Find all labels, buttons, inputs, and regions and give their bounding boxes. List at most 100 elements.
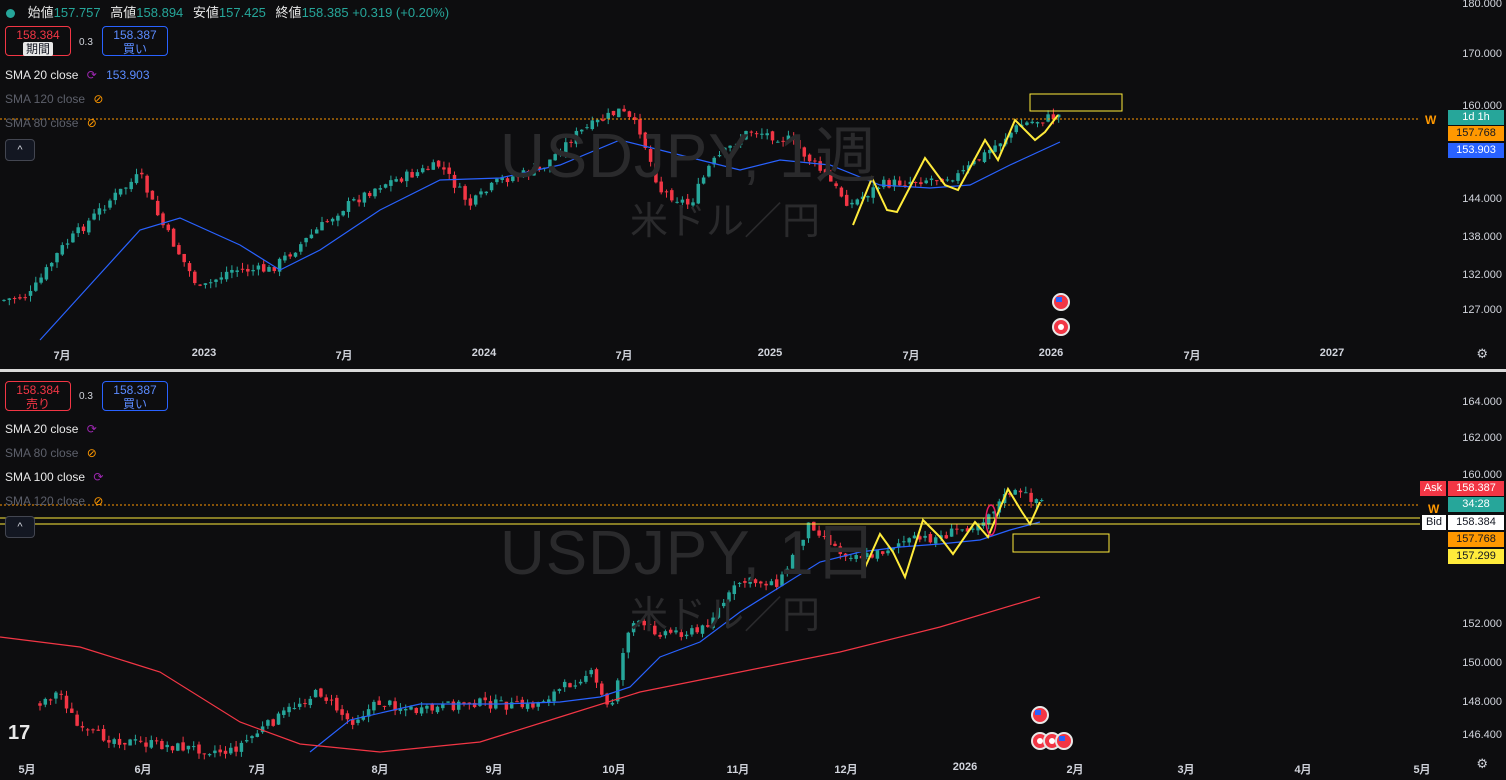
- candle-body: [367, 192, 372, 197]
- indicator-sma100[interactable]: SMA 100 close ⟳: [5, 470, 103, 484]
- buy-price: 158.387: [113, 383, 157, 397]
- indicator-sma80[interactable]: SMA 80 close ⊘: [5, 116, 97, 130]
- time-tick: 6月: [134, 764, 152, 776]
- candle-body: [166, 224, 171, 231]
- candle-body: [456, 701, 461, 710]
- ohlc-legend: 始値157.757 高値158.894 安値157.425 終値158.385 …: [6, 2, 449, 21]
- weekly-chart-pane[interactable]: USDJPY, 1週 米ドル／円 始値157.757 高値158.894 安値1…: [0, 0, 1506, 370]
- hidden-eye-icon[interactable]: ⊘: [86, 446, 97, 460]
- tradingview-logo-icon[interactable]: 17: [8, 722, 31, 744]
- candle-body: [458, 186, 462, 188]
- candle-body: [880, 551, 885, 554]
- sell-button[interactable]: 158.384 期間: [5, 26, 71, 56]
- candle-body: [362, 192, 367, 203]
- candle-body: [774, 579, 779, 587]
- candle-body: [483, 697, 487, 701]
- candle-body: [70, 708, 74, 713]
- refresh-icon[interactable]: ⟳: [86, 68, 97, 82]
- settings-gear-icon[interactable]: ⚙: [1476, 756, 1488, 771]
- candle-body: [145, 175, 149, 193]
- buy-button[interactable]: 158.387 買い: [102, 381, 168, 411]
- candle-body: [373, 188, 377, 197]
- refresh-icon[interactable]: ⟳: [86, 422, 97, 436]
- candle-body: [574, 130, 579, 144]
- candle-body: [992, 511, 996, 514]
- candle-body: [997, 501, 1002, 513]
- daily-chart-pane[interactable]: USDJPY, 1日 米ドル／円 158.384 売り 0.3 158.387 …: [0, 372, 1506, 780]
- bid-tag: Bid: [1422, 515, 1446, 530]
- candle-body: [850, 202, 854, 205]
- highlight-ellipse: [985, 504, 997, 536]
- candle-body: [632, 117, 637, 120]
- us-flag-event-icon[interactable]: [1055, 732, 1073, 750]
- candle-body: [366, 709, 371, 717]
- candle-body: [415, 172, 420, 177]
- candle-body: [949, 528, 954, 537]
- candle-body: [447, 167, 451, 174]
- low-value: 157.425: [218, 5, 266, 20]
- candle-body: [744, 130, 748, 140]
- candle-body: [738, 139, 743, 145]
- candle-body: [781, 140, 785, 142]
- candle-body: [822, 535, 827, 537]
- candle-body: [314, 229, 319, 234]
- bar-timer-label: 1d 1h: [1448, 110, 1504, 125]
- candle-body: [118, 188, 123, 195]
- pane-divider[interactable]: [0, 369, 1506, 372]
- candle-body: [350, 719, 355, 725]
- indicator-label: SMA 20 close: [5, 68, 79, 82]
- hidden-eye-icon[interactable]: ⊘: [93, 494, 104, 508]
- time-tick: 4月: [1294, 764, 1312, 776]
- indicator-sma120[interactable]: SMA 120 close ⊘: [5, 494, 103, 508]
- economic-event-icon[interactable]: [1052, 318, 1070, 336]
- time-tick: 7月: [902, 350, 920, 362]
- refresh-icon[interactable]: ⟳: [93, 470, 104, 484]
- candle-body: [532, 167, 536, 176]
- indicator-sma120[interactable]: SMA 120 close ⊘: [5, 92, 103, 106]
- candle-body: [717, 155, 722, 157]
- indicator-value: 153.903: [106, 68, 150, 82]
- collapse-legend-button[interactable]: ^: [5, 139, 35, 161]
- candle-body: [276, 713, 281, 725]
- indicator-sma80[interactable]: SMA 80 close ⊘: [5, 446, 97, 460]
- candle-body: [569, 141, 573, 143]
- candle-body: [372, 701, 376, 711]
- candle-body: [357, 199, 361, 203]
- bar-timer-label: 34:28: [1448, 497, 1504, 512]
- candle-body: [431, 162, 436, 170]
- candle-body: [213, 750, 217, 754]
- candle-body: [1009, 132, 1013, 138]
- sell-button[interactable]: 158.384 売り: [5, 381, 71, 411]
- candle-body: [154, 740, 159, 742]
- candle-body: [182, 253, 186, 263]
- hidden-eye-icon[interactable]: ⊘: [93, 92, 104, 106]
- daily-chart-canvas[interactable]: [0, 372, 1506, 780]
- weekly-chart-canvas[interactable]: [0, 0, 1506, 370]
- candle-body: [394, 179, 398, 182]
- candle-body: [552, 691, 556, 702]
- candle-body: [733, 146, 738, 148]
- candle-body: [664, 191, 669, 193]
- candle-body: [627, 111, 632, 117]
- us-flag-event-icon[interactable]: [1052, 293, 1070, 311]
- time-tick: 5月: [18, 764, 36, 776]
- us-flag-event-icon[interactable]: [1031, 706, 1049, 724]
- candle-body: [134, 174, 139, 184]
- candle-body: [579, 129, 584, 132]
- candle-body: [562, 681, 567, 688]
- candle-body: [865, 553, 869, 557]
- hidden-eye-icon[interactable]: ⊘: [86, 116, 97, 130]
- zigzag-drawing: [862, 486, 1041, 580]
- candle-body: [976, 524, 980, 531]
- settings-gear-icon[interactable]: ⚙: [1476, 346, 1488, 361]
- candle-body: [564, 142, 568, 154]
- indicator-label: SMA 120 close: [5, 92, 86, 106]
- buy-button[interactable]: 158.387 買い: [102, 26, 168, 56]
- candle-body: [38, 703, 42, 706]
- indicator-sma20[interactable]: SMA 20 close ⟳: [5, 422, 97, 436]
- candle-body: [933, 537, 938, 544]
- indicator-sma20[interactable]: SMA 20 close ⟳ 153.903: [5, 68, 150, 82]
- collapse-legend-button[interactable]: ^: [5, 516, 35, 538]
- candle-body: [133, 739, 138, 741]
- candle-body: [515, 701, 519, 703]
